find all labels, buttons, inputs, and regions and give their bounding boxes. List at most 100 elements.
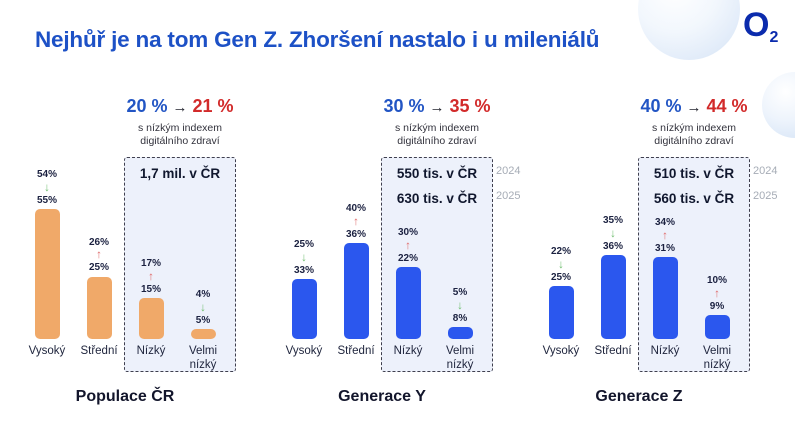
bar-value-2025: 54% [36,169,57,181]
bar [548,286,574,339]
note-line: s nízkým indexem [394,122,480,134]
bar-value-stack: 22% ↓ 25% [535,246,587,284]
share-2025: 44 % [706,96,748,116]
bar-value-2024: 22% [397,252,418,264]
arrow-right-icon: → [429,99,445,116]
bar-category-label: Velmi nízký [702,345,732,371]
bar-value-stack: 35% ↓ 36% [587,215,639,253]
group-share-change: 30 % → 35 % [327,96,547,117]
bar [86,276,112,339]
note-line: digitálního zdraví [397,135,477,147]
bar-value-stack: 30% ↑ 22% [382,227,434,265]
bar-category-label: Velmi nízký [445,345,475,371]
note-line: s nízkým indexem [137,122,223,134]
bar [343,243,369,339]
bar-value-2025: 30% [397,227,418,238]
bar-category-label: Vysoký [542,345,580,357]
bar-value-2025: 40% [345,203,366,214]
chart-group: 40 % → 44 % s nízkým indexem digitálního zdr… [535,0,778,445]
bar-value-stack: 40% ↑ 36% [330,203,382,241]
bar-category-label: Nízký [650,345,680,357]
bar-value-2025: 35% [602,215,623,226]
bar-value-stack: 34% ↑ 31% [639,217,691,255]
bar-value-2024: 25% [88,262,109,274]
bar-category-label: Střední [337,345,375,357]
group-note: s nízkým indexem digitálního zdraví [594,122,794,148]
summary-box: 550 tis. v ČR 630 tis. v ČR [381,157,493,372]
trend-down-icon: ↓ [610,227,616,240]
bar-value-2025: 25% [293,239,314,250]
share-2024: 30 % [383,96,425,116]
trend-up-icon: ↑ [96,249,102,262]
bar [652,257,678,339]
share-2025: 21 % [192,96,234,116]
summary-value: 510 tis. v ČR [653,166,735,181]
group-note: s nízkým indexem digitálního zdraví [80,122,280,148]
year-label: 2025 [496,190,521,202]
bar-value-2025: 22% [550,246,571,258]
bar-category-label: Střední [80,345,118,357]
summary-value: 560 tis. v ČR [653,191,735,206]
bar-value-stack: 5% ↓ 8% [434,287,486,325]
bar-value-2024: 31% [654,242,675,254]
bar-category-label: Nízký [393,345,423,357]
bar-value-2024: 36% [602,240,623,252]
bar-value-2025: 26% [88,236,109,248]
share-2025: 35 % [449,96,491,116]
trend-down-icon: ↓ [301,251,307,264]
bar-value-stack: 10% ↑ 9% [691,275,743,313]
page-title: Nejhůř je na tom Gen Z. Zhoršení nastalo… [35,27,600,52]
trend-down-icon: ↓ [558,258,564,271]
bar-value-stack: 54% ↓ 55% [21,169,73,207]
bar-category-label: Vysoký [285,345,323,357]
trend-down-icon: ↓ [200,301,206,314]
bar [138,298,164,339]
bar [34,209,60,339]
bar-value-2025: 17% [140,258,161,270]
bar [190,329,216,339]
trend-down-icon: ↓ [457,299,463,312]
note-line: digitálního zdraví [140,135,220,147]
bar-value-stack: 26% ↑ 25% [73,237,125,275]
summary-value: 1,7 mil. v ČR [139,166,221,181]
note-line: s nízkým indexem [651,122,737,134]
o2-logo-sub: 2 [769,29,779,46]
trend-up-icon: ↑ [353,215,359,228]
bar [291,279,317,339]
group-title: Populace ČR [75,388,175,405]
year-label: 2025 [753,190,778,202]
bar-value-2024: 15% [140,283,161,295]
bar-category-label: Velmi nízký [188,345,218,371]
chart-group: 30 % → 35 % s nízkým indexem digitálního zdr… [278,0,521,445]
bar-value-2025: 5% [452,287,468,298]
group-share-change: 20 % → 21 % [70,96,290,117]
arrow-right-icon: → [686,99,702,116]
bar [704,315,730,339]
arrow-right-icon: → [172,99,188,116]
chart-group: 20 % → 21 % s nízkým indexem digitálního zdr… [21,0,236,445]
trend-up-icon: ↑ [714,287,720,300]
bar-value-2025: 10% [706,275,727,286]
bar-category-label: Nízký [136,345,166,357]
trend-up-icon: ↑ [405,239,411,252]
bar-value-stack: 25% ↓ 33% [278,239,330,277]
trend-up-icon: ↑ [662,229,668,242]
group-title: Generace Y [338,388,426,405]
bar-value-2024: 25% [550,271,571,283]
trend-up-icon: ↑ [148,270,154,283]
bar-value-2024: 9% [709,300,725,312]
bar-category-label: Střední [594,345,632,357]
bar-value-stack: 17% ↑ 15% [125,258,177,296]
year-label: 2024 [496,165,521,177]
summary-value: 630 tis. v ČR [396,191,478,206]
o2-logo: O2 [743,8,778,46]
o2-logo-main: O [743,6,770,44]
share-2024: 20 % [126,96,168,116]
share-2024: 40 % [640,96,682,116]
group-share-change: 40 % → 44 % [584,96,795,117]
summary-value: 550 tis. v ČR [396,166,478,181]
bar [395,267,421,339]
group-note: s nízkým indexem digitálního zdraví [337,122,537,148]
bar [600,255,626,339]
